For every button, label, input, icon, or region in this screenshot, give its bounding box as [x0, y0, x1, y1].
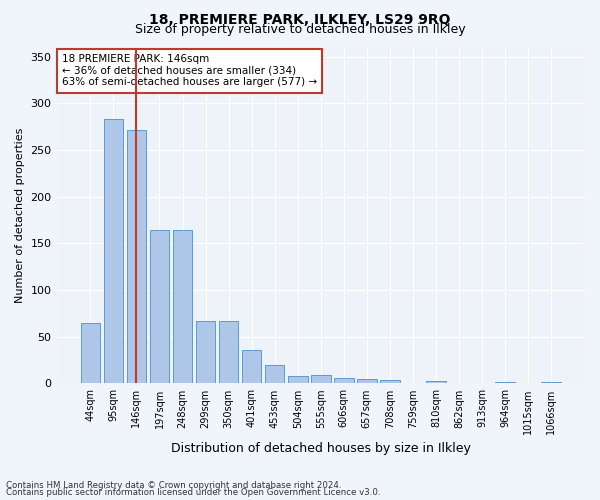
Bar: [104, 120, 123, 384]
Text: 18, PREMIERE PARK, ILKLEY, LS29 9RQ: 18, PREMIERE PARK, ILKLEY, LS29 9RQ: [149, 12, 451, 26]
X-axis label: Distribution of detached houses by size in Ilkley: Distribution of detached houses by size …: [171, 442, 471, 455]
Bar: [265, 365, 284, 384]
Bar: [219, 321, 238, 384]
Text: Contains HM Land Registry data © Crown copyright and database right 2024.: Contains HM Land Registry data © Crown c…: [6, 480, 341, 490]
Bar: [196, 321, 215, 384]
Bar: [288, 376, 308, 384]
Bar: [541, 382, 561, 384]
Bar: [149, 230, 169, 384]
Text: Size of property relative to detached houses in Ilkley: Size of property relative to detached ho…: [134, 22, 466, 36]
Bar: [173, 230, 193, 384]
Bar: [496, 382, 515, 384]
Text: Contains public sector information licensed under the Open Government Licence v3: Contains public sector information licen…: [6, 488, 380, 497]
Bar: [127, 130, 146, 384]
Bar: [334, 378, 353, 384]
Bar: [380, 380, 400, 384]
Bar: [242, 350, 262, 384]
Y-axis label: Number of detached properties: Number of detached properties: [15, 128, 25, 303]
Text: 18 PREMIERE PARK: 146sqm
← 36% of detached houses are smaller (334)
63% of semi-: 18 PREMIERE PARK: 146sqm ← 36% of detach…: [62, 54, 317, 88]
Bar: [311, 375, 331, 384]
Bar: [357, 379, 377, 384]
Bar: [426, 380, 446, 384]
Bar: [80, 323, 100, 384]
